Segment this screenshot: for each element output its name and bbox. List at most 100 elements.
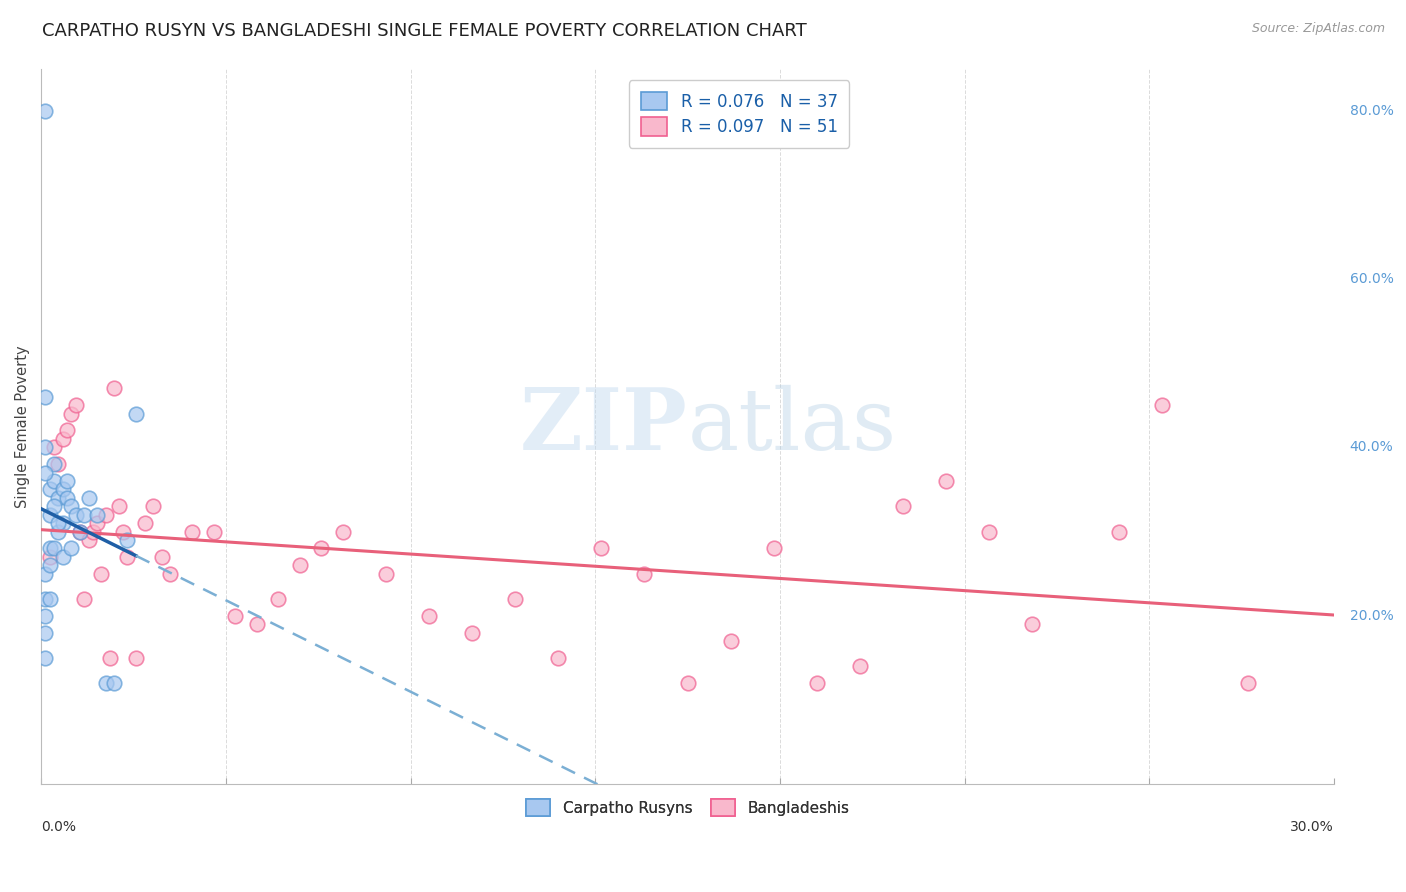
Point: [38, 541, 60, 556]
Point: [591, 541, 613, 556]
Point: [34, 566, 56, 581]
Point: [94, 676, 117, 690]
Point: [69, 524, 91, 539]
Point: [103, 676, 125, 690]
Point: [60, 500, 83, 514]
Point: [150, 549, 173, 564]
Point: [849, 659, 872, 673]
Point: [48, 457, 70, 471]
Point: [103, 381, 125, 395]
Point: [65, 508, 87, 522]
Legend: Carpatho Rusyns, Bangladeshis: Carpatho Rusyns, Bangladeshis: [515, 789, 860, 827]
Point: [246, 617, 269, 632]
Point: [60, 541, 83, 556]
Point: [65, 398, 87, 412]
Point: [125, 650, 148, 665]
Point: [935, 474, 957, 488]
Point: [34, 608, 56, 623]
Point: [48, 491, 70, 505]
Point: [73, 591, 96, 606]
Point: [374, 566, 396, 581]
Point: [38, 483, 60, 497]
Point: [267, 591, 290, 606]
Text: 60.0%: 60.0%: [1350, 272, 1393, 286]
Point: [34, 440, 56, 454]
Point: [56, 424, 79, 438]
Point: [48, 524, 70, 539]
Y-axis label: Single Female Poverty: Single Female Poverty: [15, 345, 30, 508]
Point: [34, 650, 56, 665]
Point: [159, 566, 181, 581]
Point: [42, 474, 65, 488]
Point: [111, 524, 134, 539]
Point: [34, 466, 56, 480]
Point: [86, 516, 108, 530]
Point: [202, 524, 225, 539]
Text: atlas: atlas: [688, 384, 897, 468]
Point: [503, 591, 526, 606]
Point: [52, 516, 75, 530]
Point: [38, 558, 60, 573]
Point: [94, 508, 117, 522]
Text: 0.0%: 0.0%: [41, 820, 76, 834]
Point: [891, 500, 914, 514]
Point: [142, 500, 165, 514]
Point: [98, 650, 121, 665]
Point: [1108, 524, 1130, 539]
Text: 40.0%: 40.0%: [1350, 441, 1393, 454]
Point: [77, 533, 100, 547]
Point: [806, 676, 828, 690]
Point: [762, 541, 785, 556]
Point: [461, 625, 484, 640]
Point: [1150, 398, 1173, 412]
Point: [42, 457, 65, 471]
Text: ZIP: ZIP: [520, 384, 688, 468]
Point: [34, 103, 56, 118]
Text: CARPATHO RUSYN VS BANGLADESHI SINGLE FEMALE POVERTY CORRELATION CHART: CARPATHO RUSYN VS BANGLADESHI SINGLE FEM…: [42, 22, 807, 40]
Point: [720, 634, 742, 648]
Point: [107, 500, 129, 514]
Point: [52, 483, 75, 497]
Text: 30.0%: 30.0%: [1291, 820, 1334, 834]
Point: [633, 566, 655, 581]
Text: Source: ZipAtlas.com: Source: ZipAtlas.com: [1251, 22, 1385, 36]
Point: [52, 432, 75, 446]
Point: [134, 516, 156, 530]
Point: [56, 491, 79, 505]
Text: 20.0%: 20.0%: [1350, 608, 1393, 623]
Point: [69, 524, 91, 539]
Point: [125, 407, 148, 421]
Point: [42, 500, 65, 514]
Point: [34, 625, 56, 640]
Point: [676, 676, 699, 690]
Point: [60, 407, 83, 421]
Point: [117, 533, 139, 547]
Point: [42, 541, 65, 556]
Point: [979, 524, 1001, 539]
Point: [38, 549, 60, 564]
Point: [34, 591, 56, 606]
Point: [73, 508, 96, 522]
Point: [34, 390, 56, 404]
Point: [224, 608, 246, 623]
Point: [77, 491, 100, 505]
Point: [82, 524, 104, 539]
Point: [56, 474, 79, 488]
Point: [309, 541, 332, 556]
Point: [332, 524, 354, 539]
Point: [42, 440, 65, 454]
Point: [38, 591, 60, 606]
Point: [48, 516, 70, 530]
Point: [86, 508, 108, 522]
Point: [288, 558, 311, 573]
Point: [1021, 617, 1043, 632]
Text: 80.0%: 80.0%: [1350, 103, 1393, 118]
Point: [181, 524, 204, 539]
Point: [1237, 676, 1260, 690]
Point: [547, 650, 569, 665]
Point: [90, 566, 112, 581]
Point: [418, 608, 440, 623]
Point: [38, 508, 60, 522]
Point: [117, 549, 139, 564]
Point: [52, 549, 75, 564]
